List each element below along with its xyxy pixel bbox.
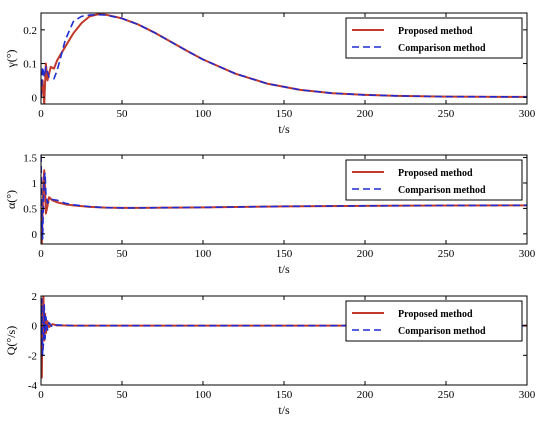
- x-tick-label: 200: [357, 108, 374, 120]
- x-tick-label: 50: [117, 248, 129, 260]
- y-axis-label: α(°): [4, 190, 18, 209]
- x-tick-label: 300: [519, 389, 536, 401]
- y-axis-label: Q(°/s): [4, 326, 18, 355]
- y-axis-label: γ(°): [4, 49, 18, 68]
- x-tick-label: 100: [195, 248, 212, 260]
- x-tick-label: 250: [438, 108, 455, 120]
- legend: Proposed method Comparison method: [345, 17, 523, 59]
- y-tick-label: 0.1: [23, 59, 37, 71]
- legend-label-proposed: Proposed method: [398, 309, 473, 320]
- y-tick-label: 0: [32, 321, 38, 333]
- legend: Proposed method Comparison method: [345, 300, 523, 342]
- x-tick-label: 150: [276, 389, 293, 401]
- chart-panel-2: 0 50 100 150 200 250 300 0 0.5 1 1.5 t/s α(°) Propose…: [4, 153, 536, 276]
- y-tick-label: 0.5: [23, 203, 37, 215]
- x-tick-label: 150: [276, 248, 293, 260]
- x-axis-label: t/s: [278, 122, 290, 136]
- x-tick-label: 0: [38, 248, 44, 260]
- legend-label-comparison: Comparison method: [398, 43, 486, 54]
- y-tick-label: 0: [32, 92, 38, 104]
- y-tick-label: -4: [28, 380, 38, 392]
- legend-label-proposed: Proposed method: [398, 26, 473, 37]
- y-tick-label: 0: [32, 229, 38, 241]
- x-tick-label: 50: [117, 108, 129, 120]
- x-tick-label: 50: [117, 389, 129, 401]
- x-axis-label: t/s: [278, 403, 290, 417]
- x-tick-label: 200: [357, 389, 374, 401]
- chart-panel-1: 0 50 100 150 200 250 300 0 0.1 0.2 t/s γ(°) Proposed…: [4, 12, 536, 136]
- legend-box: [345, 300, 523, 342]
- x-tick-label: 0: [38, 108, 44, 120]
- y-tick-label: -2: [28, 350, 37, 362]
- series-group: [41, 13, 527, 104]
- x-tick-label: 0: [38, 389, 44, 401]
- y-tick-label: 1.5: [23, 153, 37, 165]
- legend-box: [345, 159, 523, 201]
- legend-label-comparison: Comparison method: [398, 326, 486, 337]
- y-tick-label: 1: [32, 178, 38, 190]
- legend: Proposed method Comparison method: [345, 159, 523, 201]
- legend-box: [345, 17, 523, 59]
- legend-label-comparison: Comparison method: [398, 185, 486, 196]
- legend-label-proposed: Proposed method: [398, 168, 473, 179]
- x-axis-label: t/s: [278, 262, 290, 276]
- y-tick-label: 2: [32, 291, 38, 303]
- x-tick-label: 250: [438, 248, 455, 260]
- series-line-comparison: [41, 13, 527, 98]
- series-group: [41, 155, 527, 244]
- x-tick-label: 300: [519, 248, 536, 260]
- x-tick-label: 100: [195, 389, 212, 401]
- y-tick-label: 0.2: [23, 25, 37, 37]
- x-tick-label: 150: [276, 108, 293, 120]
- x-tick-label: 300: [519, 108, 536, 120]
- x-tick-label: 100: [195, 108, 212, 120]
- x-tick-label: 250: [438, 389, 455, 401]
- x-tick-label: 200: [357, 248, 374, 260]
- series-line-comparison: [41, 155, 527, 240]
- chart-panel-3: 0 50 100 150 200 250 300 -4 -2 0 2 t/s Q(°/s) Propose…: [4, 291, 536, 417]
